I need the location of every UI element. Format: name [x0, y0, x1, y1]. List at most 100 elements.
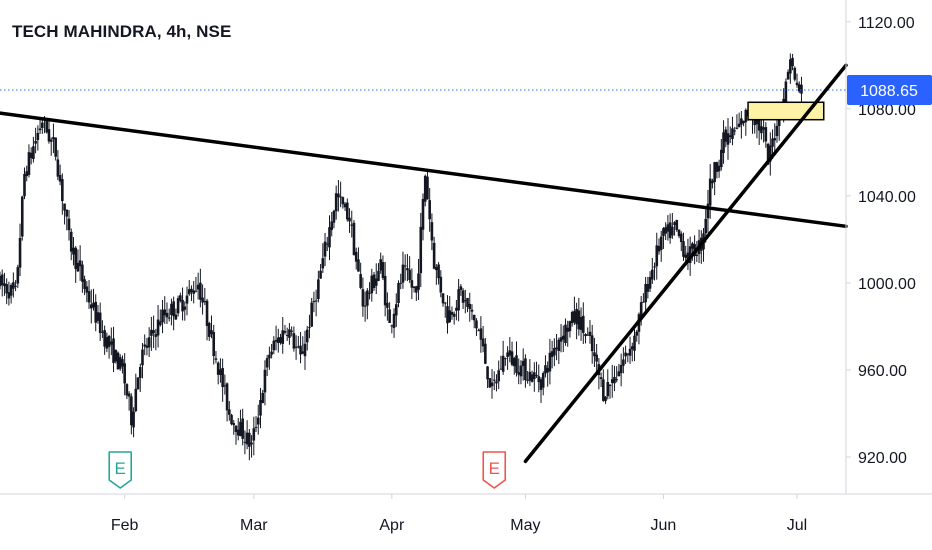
candle-body	[383, 275, 387, 306]
candle-body	[791, 57, 794, 67]
candle-body	[590, 335, 594, 352]
candle-body	[56, 159, 60, 177]
candle-body	[136, 377, 140, 390]
candle-body	[610, 379, 614, 383]
candle-body	[535, 375, 538, 377]
candle-body	[470, 309, 474, 312]
earnings-label: E	[115, 459, 126, 478]
candle-body	[430, 222, 434, 241]
candle-body	[419, 226, 423, 274]
candle-body	[533, 372, 536, 380]
candle-body	[568, 321, 572, 332]
candle-body	[341, 197, 345, 205]
candle-body	[181, 299, 184, 312]
candle-body	[437, 264, 440, 279]
earnings-icon[interactable]: E	[482, 451, 507, 489]
candle-body	[724, 129, 728, 142]
candle-body	[250, 442, 253, 445]
candle-body	[662, 228, 665, 237]
candle-body	[508, 350, 512, 356]
candle-body	[539, 379, 543, 390]
candle-body	[134, 388, 138, 412]
candle-body	[771, 138, 774, 147]
candle-body	[234, 425, 238, 433]
candle-body	[207, 322, 211, 337]
candle-body	[158, 321, 162, 326]
candle-body	[276, 337, 280, 343]
candle-body	[512, 358, 516, 367]
candle-body	[274, 339, 278, 342]
candle-body	[528, 371, 532, 381]
candle-body	[343, 203, 347, 208]
candle-body	[448, 310, 452, 323]
earnings-icon[interactable]: E	[108, 451, 133, 489]
candle-body	[279, 337, 282, 343]
candle-body	[622, 359, 625, 366]
candle-body	[501, 355, 505, 372]
candle-body	[248, 432, 251, 447]
candle-body	[657, 245, 661, 252]
candle-body	[256, 417, 260, 425]
candle-body	[546, 367, 549, 373]
candle-body	[127, 393, 131, 397]
candle-body	[263, 369, 267, 393]
candle-body	[386, 302, 389, 308]
candle-body	[310, 302, 313, 327]
candle-body	[199, 282, 202, 300]
candle-body	[27, 152, 31, 175]
candle-body	[682, 241, 685, 257]
candle-body	[675, 219, 679, 230]
x-tick-label: Feb	[111, 517, 139, 534]
candle-body	[481, 338, 485, 347]
candle-body	[381, 262, 385, 279]
candle-body	[270, 351, 273, 355]
candle-body	[297, 346, 300, 348]
candle-body	[236, 429, 240, 436]
candle-body	[559, 337, 563, 342]
candle-body	[733, 130, 736, 132]
candle-body	[651, 269, 654, 280]
candle-body	[114, 349, 118, 362]
support-trendline[interactable]	[523, 63, 848, 464]
candle-body	[671, 226, 674, 236]
last-price-tag[interactable]: 1088.65	[847, 74, 932, 105]
last-price-label: 1088.65	[860, 83, 918, 100]
candle-body	[695, 254, 699, 257]
candle-body	[245, 432, 249, 445]
candle-body	[16, 267, 20, 284]
candle-body	[241, 418, 244, 439]
candle-body	[32, 146, 35, 160]
candle-body	[145, 345, 149, 348]
candle-body	[141, 349, 144, 366]
candle-body	[653, 266, 656, 268]
candle-body	[617, 371, 621, 377]
candle-body	[459, 286, 463, 291]
candle-body	[67, 218, 71, 231]
candle-body	[619, 364, 623, 374]
candle-body	[239, 421, 242, 437]
candle-body	[708, 178, 712, 206]
candle-body	[230, 414, 233, 425]
candle-body	[107, 335, 111, 347]
candle-body	[254, 426, 258, 428]
candle-body	[265, 358, 269, 368]
candle-body	[63, 203, 66, 211]
candle-body	[595, 354, 598, 362]
candle-body	[495, 381, 498, 384]
candle-body	[130, 396, 133, 426]
candle-body	[412, 286, 416, 288]
candle-body	[370, 275, 374, 294]
candle-body	[577, 310, 581, 330]
candle-body	[388, 309, 391, 323]
candle-body	[337, 193, 340, 198]
candle-body	[575, 308, 578, 325]
candle-body	[584, 333, 587, 337]
candle-body	[156, 319, 160, 336]
candle-body	[205, 300, 209, 326]
candle-body	[54, 137, 57, 157]
resistance-trendline[interactable]	[0, 111, 848, 229]
candle-body	[328, 227, 331, 248]
candle-body	[299, 345, 302, 355]
